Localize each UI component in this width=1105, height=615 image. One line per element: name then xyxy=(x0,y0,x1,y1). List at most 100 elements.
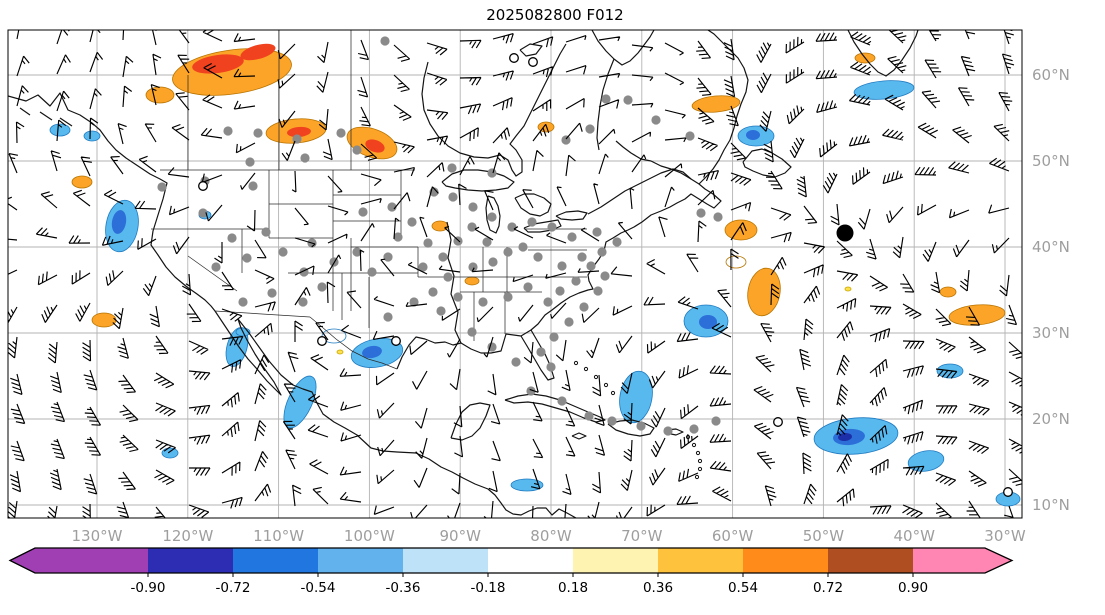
lat-tick-label: 20°N xyxy=(1032,410,1070,428)
station-dot xyxy=(523,282,533,292)
station-dot xyxy=(223,126,233,136)
colorbar-tick-label: 0.90 xyxy=(898,580,928,596)
station-dot xyxy=(242,253,252,263)
island-speck xyxy=(691,442,697,448)
station-dot xyxy=(685,131,695,141)
station-dot xyxy=(527,217,537,227)
coastline xyxy=(530,140,722,331)
station-dot xyxy=(267,288,277,298)
contour-patch-oc xyxy=(240,43,276,61)
contour-patch-bd xyxy=(838,432,852,442)
coastline xyxy=(396,329,555,381)
island-speck xyxy=(697,458,703,464)
lat-tick-label: 50°N xyxy=(1032,152,1070,170)
station-dot xyxy=(547,222,557,232)
station-dot xyxy=(549,332,559,342)
coastline xyxy=(571,432,587,440)
contour-patch-o xyxy=(431,220,449,232)
lon-tick-label: 90°W xyxy=(439,527,481,545)
station-dot xyxy=(383,252,393,262)
station-dot xyxy=(238,297,248,307)
station-dot xyxy=(612,237,622,247)
colorbar-tick-label: -0.54 xyxy=(301,580,336,596)
station-dot xyxy=(557,261,567,271)
station-dot xyxy=(593,286,603,296)
contour-patch-o xyxy=(948,304,1006,326)
coastline xyxy=(587,168,692,215)
open-circle-station xyxy=(509,53,519,63)
contour-patch-bc xyxy=(362,345,382,359)
station-dot xyxy=(198,208,208,218)
station-dot xyxy=(487,212,497,222)
station-dot xyxy=(245,157,255,167)
open-circle-station xyxy=(1003,487,1013,497)
station-dot xyxy=(526,386,536,396)
colorbar-segment xyxy=(148,548,233,573)
contour-patch-o xyxy=(145,86,175,104)
open-circle-station xyxy=(198,181,208,191)
contour-patch-bc xyxy=(746,130,760,140)
colorbar-tick-label: -0.90 xyxy=(131,580,166,596)
station-dot xyxy=(428,287,438,297)
station-dot xyxy=(367,267,377,277)
contour-patch-o xyxy=(91,312,117,328)
wind-barbs xyxy=(8,30,1022,518)
station-dot xyxy=(511,357,521,367)
station-dot xyxy=(418,262,428,272)
coastline xyxy=(514,193,552,217)
station-dot xyxy=(564,317,574,327)
colorbar-segment xyxy=(828,548,913,573)
station-dot xyxy=(317,282,327,292)
lat-tick-label: 10°N xyxy=(1032,496,1070,514)
contour-patch-o xyxy=(724,219,758,241)
coastline xyxy=(485,195,501,234)
lon-tick-label: 70°W xyxy=(621,527,663,545)
station-dot xyxy=(227,233,237,243)
station-dot xyxy=(507,222,517,232)
station-dot xyxy=(157,182,167,192)
station-dot xyxy=(546,362,556,372)
station-dot xyxy=(352,247,362,257)
border-line xyxy=(187,255,238,292)
highlighted-station-dot xyxy=(836,224,854,242)
contour-patch-o xyxy=(747,267,781,317)
colorbar: -0.90 -0.72 -0.54 -0.36 -0.18 0.18 0.36 0.54 0.7… xyxy=(8,547,1014,596)
island-speck xyxy=(593,374,599,380)
station-dot xyxy=(586,261,596,271)
coastline xyxy=(742,148,792,178)
colorbar-outline xyxy=(8,547,1014,574)
station-dot xyxy=(533,252,543,262)
station-dot xyxy=(261,227,271,237)
station-dot xyxy=(663,426,673,436)
colorbar-tick-label: 0.54 xyxy=(728,580,758,596)
colorbar-tick-label: 0.36 xyxy=(643,580,673,596)
island-speck xyxy=(610,390,616,396)
island-speck xyxy=(583,366,589,372)
open-circle-station xyxy=(391,336,401,346)
station-dot xyxy=(557,396,567,406)
coastline xyxy=(450,402,491,441)
colorbar-segment xyxy=(488,548,573,573)
contour-fill-patches xyxy=(49,43,1021,507)
coastline xyxy=(591,30,655,66)
station-dot xyxy=(300,153,310,163)
contour-patch-oc xyxy=(287,126,311,138)
plot-title: 2025082800 F012 xyxy=(486,6,623,24)
lon-tick-label: 120°W xyxy=(162,527,213,545)
coastline xyxy=(847,30,919,77)
contour-patch-bc xyxy=(111,210,127,234)
station-dot xyxy=(467,222,477,232)
latitude-tick-labels: 60°N 50°N 40°N 30°N 20°N 10°N xyxy=(1032,66,1070,514)
contour-patch-b xyxy=(161,447,179,459)
contour-patch-bo xyxy=(321,328,347,344)
colorbar-tick-label: 0.18 xyxy=(558,580,588,596)
station-dot xyxy=(571,276,581,286)
colorbar-segment xyxy=(743,548,828,573)
wind-barb-field xyxy=(8,30,1022,518)
lon-tick-label: 50°W xyxy=(803,527,845,545)
station-dot xyxy=(383,312,393,322)
station-dot xyxy=(636,421,646,431)
colorbar-extend-min xyxy=(10,548,148,573)
